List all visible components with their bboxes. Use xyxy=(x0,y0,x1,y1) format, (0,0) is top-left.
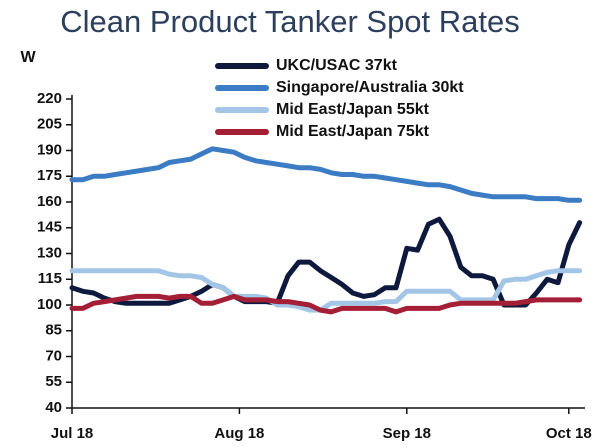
x-tick-label: Sep 18 xyxy=(383,425,431,442)
series-line xyxy=(69,293,583,315)
y-tick-label: 175 xyxy=(37,167,62,184)
y-axis-label: W xyxy=(20,49,36,66)
legend-label: Singapore/Australia 30kt xyxy=(276,79,464,96)
y-tick-label: 220 xyxy=(37,90,62,107)
y-tick-label: 100 xyxy=(37,296,62,313)
legend-label: UKC/USAC 37kt xyxy=(276,57,398,74)
legend-label: Mid East/Japan 55kt xyxy=(276,101,430,118)
chart-title: Clean Product Tanker Spot Rates xyxy=(60,4,520,39)
y-tick-label: 160 xyxy=(37,193,62,210)
y-tick-label: 190 xyxy=(37,141,62,158)
series-line xyxy=(69,216,583,308)
y-tick-label: 115 xyxy=(38,270,62,287)
y-tick-label: 40 xyxy=(45,399,62,416)
x-tick-label: Jul 18 xyxy=(51,425,94,442)
legend-label: Mid East/Japan 75kt xyxy=(276,123,430,140)
x-tick-label: Oct 18 xyxy=(546,425,592,442)
x-tick-label: Aug 18 xyxy=(214,425,264,442)
y-tick-label: 130 xyxy=(37,244,62,261)
series-line xyxy=(69,146,583,203)
y-tick-label: 145 xyxy=(37,219,62,236)
series-line xyxy=(69,268,583,313)
y-tick-label: 85 xyxy=(45,322,62,339)
y-tick-label: 70 xyxy=(45,347,62,364)
y-tick-label: 205 xyxy=(37,116,62,133)
y-tick-label: 55 xyxy=(45,373,62,390)
